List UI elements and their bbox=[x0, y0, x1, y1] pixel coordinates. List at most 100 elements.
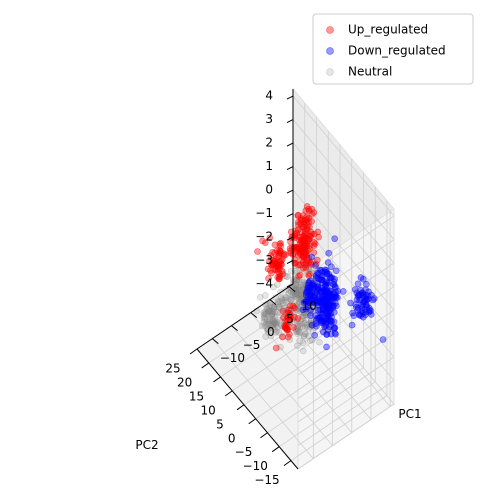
data-point bbox=[298, 279, 306, 287]
legend-marker bbox=[326, 68, 334, 76]
axis-panes bbox=[196, 87, 395, 470]
data-point bbox=[287, 249, 295, 257]
data-point bbox=[273, 281, 281, 288]
data-point bbox=[295, 328, 303, 336]
x-tick-label: 25 bbox=[165, 362, 180, 376]
data-point bbox=[282, 294, 289, 302]
data-point bbox=[331, 324, 339, 332]
data-point bbox=[295, 327, 302, 335]
data-point bbox=[273, 319, 281, 326]
data-point bbox=[283, 286, 290, 294]
grid-line bbox=[297, 333, 395, 399]
data-point bbox=[287, 296, 295, 304]
data-point bbox=[298, 296, 305, 303]
data-point bbox=[268, 320, 276, 328]
data-point bbox=[268, 313, 276, 320]
data-point bbox=[324, 281, 331, 289]
z-tick-mark bbox=[286, 95, 294, 100]
data-point bbox=[275, 329, 283, 336]
legend-marker bbox=[326, 47, 334, 55]
z-tick-label: 1 bbox=[265, 159, 273, 173]
grid-line bbox=[243, 339, 341, 406]
data-point bbox=[311, 331, 319, 339]
data-point bbox=[332, 267, 340, 275]
data-point bbox=[266, 320, 273, 328]
data-point bbox=[267, 322, 275, 330]
x-axis-label: PC1 bbox=[398, 407, 421, 421]
data-point bbox=[279, 333, 286, 341]
data-point bbox=[270, 318, 277, 326]
y-tick-mark bbox=[250, 312, 258, 318]
data-point bbox=[319, 273, 326, 280]
data-point bbox=[266, 302, 274, 309]
data-point bbox=[294, 218, 302, 226]
x-tick-mark bbox=[201, 362, 210, 369]
data-point bbox=[264, 309, 272, 317]
data-point bbox=[256, 293, 264, 301]
data-point bbox=[268, 303, 276, 311]
data-point bbox=[294, 323, 301, 330]
data-point bbox=[297, 294, 305, 302]
data-point bbox=[261, 322, 269, 329]
z-tick-mark bbox=[286, 260, 294, 264]
data-point bbox=[266, 317, 274, 324]
data-point bbox=[283, 299, 290, 306]
data-point bbox=[318, 317, 325, 325]
data-point bbox=[268, 310, 276, 318]
grid-line bbox=[297, 309, 395, 376]
data-point bbox=[294, 252, 302, 259]
z-tick-label: 3 bbox=[265, 112, 273, 126]
data-point bbox=[254, 248, 261, 255]
data-point bbox=[271, 319, 279, 326]
data-point bbox=[271, 312, 279, 320]
data-point bbox=[284, 314, 291, 321]
data-point bbox=[287, 288, 295, 296]
x-tick-label: 15 bbox=[189, 389, 204, 403]
data-point bbox=[289, 291, 297, 299]
data-point bbox=[354, 304, 362, 312]
y-tick-mark bbox=[288, 286, 296, 292]
x-axis-line bbox=[196, 348, 299, 470]
grid-line bbox=[212, 338, 314, 459]
data-point bbox=[272, 266, 280, 273]
x-tick-mark bbox=[213, 376, 221, 383]
data-point bbox=[272, 328, 279, 336]
data-point bbox=[296, 329, 304, 336]
data-point bbox=[314, 306, 322, 314]
data-point bbox=[270, 321, 278, 328]
y-tick-label: −5 bbox=[243, 338, 261, 352]
data-point bbox=[280, 299, 287, 307]
y-tick-mark bbox=[212, 338, 219, 344]
legend-entry: Neutral bbox=[326, 65, 392, 79]
z-tick-mark bbox=[286, 142, 294, 147]
x-tick-mark bbox=[236, 404, 245, 411]
data-point bbox=[308, 218, 316, 225]
legend-label: Neutral bbox=[348, 65, 392, 79]
x-tick-label: −5 bbox=[235, 445, 253, 459]
data-point bbox=[294, 212, 302, 219]
data-point bbox=[292, 290, 299, 298]
data-point bbox=[276, 274, 283, 281]
data-point bbox=[259, 237, 266, 245]
data-point bbox=[294, 315, 302, 322]
data-point bbox=[303, 321, 311, 329]
y-axis-line bbox=[196, 283, 294, 350]
data-point bbox=[276, 303, 283, 311]
data-point bbox=[316, 338, 323, 346]
data-point bbox=[323, 343, 330, 351]
legend-entry: Up_regulated bbox=[326, 23, 428, 37]
data-point bbox=[365, 308, 373, 316]
scatter-points bbox=[253, 203, 387, 355]
data-point bbox=[297, 320, 304, 328]
data-point bbox=[294, 328, 301, 335]
data-point bbox=[363, 303, 371, 311]
data-point bbox=[351, 286, 359, 293]
data-point bbox=[292, 286, 299, 294]
data-point bbox=[329, 304, 336, 312]
grid-line bbox=[255, 353, 352, 420]
data-point bbox=[368, 291, 375, 299]
grid-line bbox=[297, 380, 395, 446]
data-point bbox=[278, 297, 286, 305]
data-point bbox=[300, 278, 308, 286]
